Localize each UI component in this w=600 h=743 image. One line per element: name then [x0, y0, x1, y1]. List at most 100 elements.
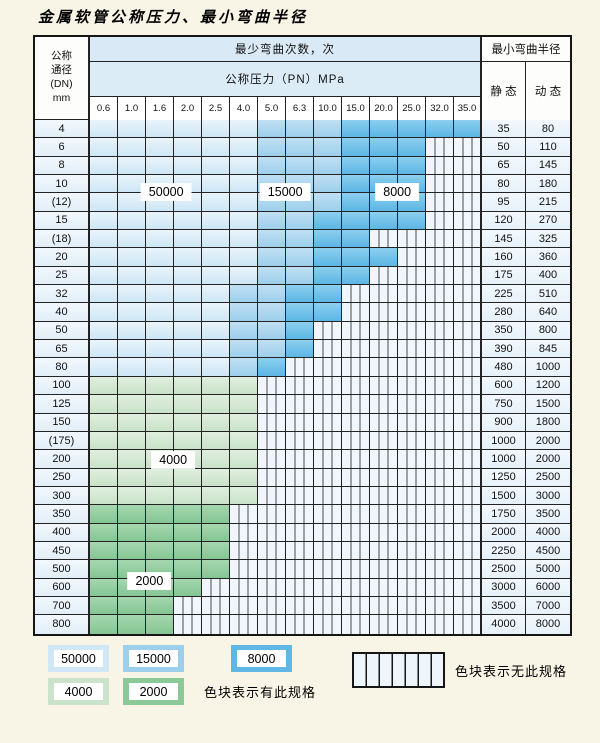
- spec-cell-x: [398, 248, 426, 267]
- spec-cell-g2: [118, 615, 146, 634]
- spec-cell-x: [454, 285, 482, 304]
- spec-cell-g1: [230, 413, 258, 432]
- spec-cell-g1: [118, 376, 146, 396]
- spec-cell-b1: [146, 266, 174, 286]
- spec-cell-g1: [118, 450, 146, 469]
- spec-cell-g2: [90, 541, 118, 561]
- spec-cell-b2: [258, 248, 286, 267]
- spec-cell-b3: [286, 303, 314, 322]
- spec-cell-g2: [90, 615, 118, 634]
- dn-cell: 25: [35, 266, 90, 286]
- dn-cell: 4: [35, 120, 90, 139]
- dn-cell: 15: [35, 211, 90, 231]
- spec-cell-g1: [202, 468, 230, 487]
- spec-cell-x: [258, 560, 286, 579]
- spec-cell-x: [258, 468, 286, 487]
- page-title: 金属软管公称压力、最小弯曲半径: [38, 8, 309, 26]
- table-row: 65 390 845: [35, 340, 570, 359]
- spec-cell-b1: [90, 175, 118, 194]
- spec-cell-b1: [174, 303, 202, 322]
- spec-cell-b1: [118, 211, 146, 231]
- legend-swatch-50000: 50000: [48, 645, 109, 672]
- pressure-col-header: 15.0: [342, 97, 370, 120]
- legend-row-green: 4000 2000 色块表示有此规格: [48, 678, 316, 705]
- spec-cell-b1: [174, 120, 202, 139]
- spec-cell-g2: [118, 541, 146, 561]
- spec-cell-x: [342, 376, 370, 396]
- spec-cell-b1: [90, 285, 118, 304]
- static-radius-value: 2250: [482, 541, 526, 561]
- legend-swatch-label: 2000: [129, 683, 178, 700]
- spec-cell-b1: [118, 120, 146, 139]
- spec-cell-x: [454, 468, 482, 487]
- spec-cell-b3: [454, 120, 482, 139]
- table-row: 80 480 1000: [35, 358, 570, 377]
- legend-swatch-8000: 8000: [231, 645, 292, 672]
- pressure-col-header: 1.6: [146, 97, 174, 120]
- spec-cell-x: [370, 340, 398, 359]
- spec-cell-x: [454, 560, 482, 579]
- dynamic-radius-value: 360: [526, 248, 570, 267]
- spec-cell-x: [426, 358, 454, 377]
- spec-cell-x: [454, 321, 482, 341]
- spec-cell-b1: [90, 321, 118, 341]
- region-label: 15000: [260, 183, 310, 200]
- table-row: 700 3500 7000: [35, 596, 570, 616]
- spec-cell-x: [454, 266, 482, 286]
- spec-cell-g1: [90, 376, 118, 396]
- legend-row-blue: 50000 15000 8000: [48, 645, 306, 672]
- spec-cell-g2: [146, 596, 174, 616]
- spec-cell-x: [174, 615, 202, 634]
- static-radius-value: 750: [482, 395, 526, 414]
- spec-cell-x: [342, 340, 370, 359]
- spec-cell-x: [454, 138, 482, 157]
- spec-cell-b3: [370, 138, 398, 157]
- spec-cell-b2: [230, 321, 258, 341]
- spec-cell-g1: [174, 486, 202, 506]
- spec-cell-b1: [146, 321, 174, 341]
- spec-cell-b3: [314, 303, 342, 322]
- spec-cell-b2: [258, 230, 286, 249]
- spec-cell-b1: [146, 138, 174, 157]
- spec-cell-g1: [146, 376, 174, 396]
- spec-cell-x: [370, 541, 398, 561]
- spec-cell-g2: [146, 523, 174, 542]
- spec-cell-g2: [174, 578, 202, 597]
- spec-cell-x: [454, 340, 482, 359]
- static-radius-value: 280: [482, 303, 526, 322]
- spec-cell-x: [230, 578, 258, 597]
- table-row: 600 3000 6000: [35, 578, 570, 597]
- spec-cell-x: [258, 578, 286, 597]
- table-row: 150 900 1800: [35, 413, 570, 432]
- spec-cell-g1: [174, 395, 202, 414]
- spec-cell-g2: [146, 541, 174, 561]
- spec-cell-b2: [230, 285, 258, 304]
- dn-header-line: 通径: [51, 64, 72, 77]
- dn-cell: 40: [35, 303, 90, 322]
- spec-cell-b1: [90, 193, 118, 212]
- table-row: 400 2000 4000: [35, 523, 570, 542]
- spec-cell-g1: [230, 468, 258, 487]
- spec-cell-x: [398, 560, 426, 579]
- dn-cell: (12): [35, 193, 90, 212]
- spec-cell-b1: [146, 156, 174, 176]
- spec-cell-x: [454, 175, 482, 194]
- spec-cell-b1: [118, 138, 146, 157]
- spec-cell-g1: [118, 486, 146, 506]
- spec-cell-x: [342, 596, 370, 616]
- dynamic-radius-value: 215: [526, 193, 570, 212]
- spec-cell-b1: [230, 138, 258, 157]
- dn-header-line: (DN): [50, 78, 73, 90]
- dynamic-radius-value: 2500: [526, 468, 570, 487]
- spec-cell-x: [426, 505, 454, 524]
- spec-cell-b1: [202, 285, 230, 304]
- dynamic-radius-value: 270: [526, 211, 570, 231]
- spec-cell-x: [454, 413, 482, 432]
- spec-cell-b3: [398, 138, 426, 157]
- spec-cell-g2: [202, 523, 230, 542]
- legend-swatch-label: 50000: [54, 650, 103, 667]
- spec-cell-x: [314, 615, 342, 634]
- dynamic-radius-value: 1800: [526, 413, 570, 432]
- spec-cell-b2: [314, 120, 342, 139]
- spec-cell-x: [202, 615, 230, 634]
